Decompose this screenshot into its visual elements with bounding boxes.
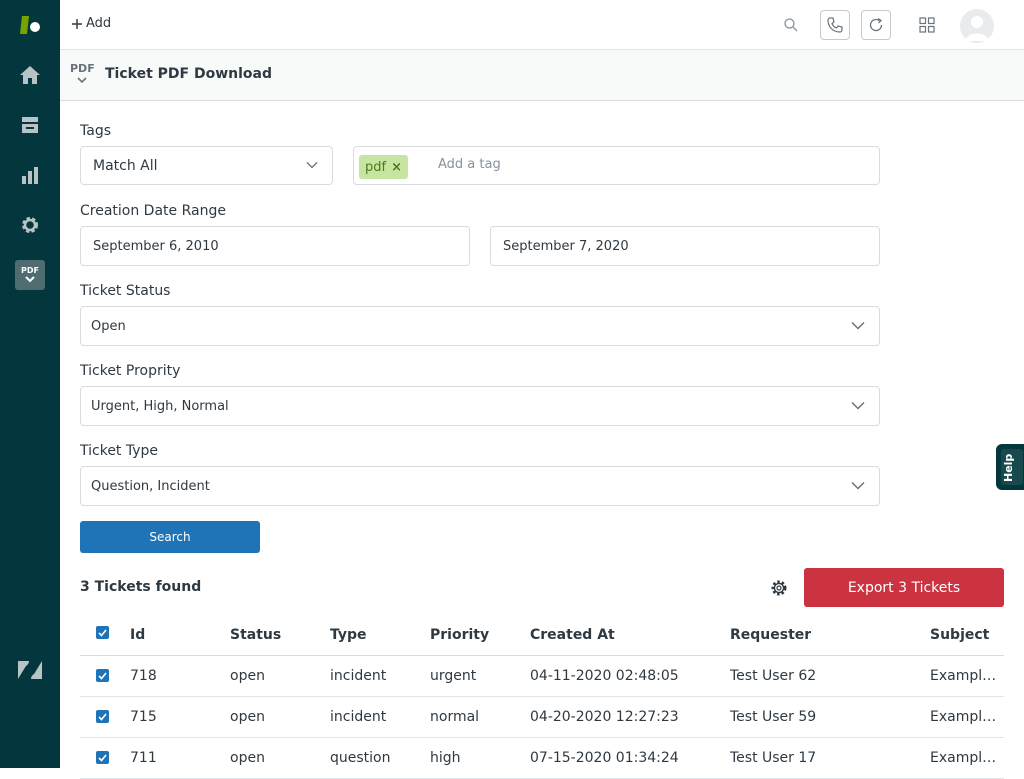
end-date-field[interactable]: September 7, 2020 xyxy=(490,226,880,266)
add-tag-input[interactable] xyxy=(438,157,738,172)
table-row[interactable]: 711 open question high 07-15-2020 01:34:… xyxy=(80,738,1004,779)
chevron-down-icon xyxy=(306,161,318,168)
column-header-status[interactable]: Status xyxy=(230,627,282,643)
row-checkbox[interactable] xyxy=(96,710,109,723)
cell-type: incident xyxy=(330,709,387,725)
phone-icon xyxy=(827,17,843,33)
cell-status: open xyxy=(230,668,265,684)
column-header-created-at[interactable]: Created At xyxy=(530,627,615,643)
refresh-icon xyxy=(869,17,883,32)
app-title: Ticket PDF Download xyxy=(105,66,272,82)
help-button[interactable]: Help xyxy=(996,444,1024,490)
reporting-icon[interactable] xyxy=(15,160,45,190)
cell-requester: Test User 62 xyxy=(730,668,817,684)
column-header-priority[interactable]: Priority xyxy=(430,627,490,643)
refresh-button[interactable] xyxy=(861,10,891,40)
product-tray-icon[interactable] xyxy=(919,17,935,37)
tag-pill: pdf × xyxy=(359,155,408,179)
column-header-subject[interactable]: Subject xyxy=(930,627,990,643)
status-label: Ticket Status xyxy=(80,283,171,299)
tag-pill-label: pdf xyxy=(365,159,387,175)
cell-created-at: 04-11-2020 02:48:05 xyxy=(530,668,679,684)
chevron-down-icon xyxy=(851,481,865,490)
tags-label: Tags xyxy=(80,123,111,139)
priority-label: Ticket Proprity xyxy=(80,363,181,379)
zendesk-logo-icon[interactable] xyxy=(15,655,45,685)
help-label: Help xyxy=(1002,453,1015,482)
priority-select[interactable]: Urgent, High, Normal xyxy=(80,386,880,426)
admin-gear-icon[interactable] xyxy=(15,210,45,240)
cell-type: question xyxy=(330,750,391,766)
cell-id: 715 xyxy=(130,709,157,725)
user-avatar[interactable] xyxy=(960,9,994,43)
add-button[interactable]: Add xyxy=(72,16,111,31)
table-row[interactable]: 715 open incident normal 04-20-2020 12:2… xyxy=(80,697,1004,738)
cell-created-at: 04-20-2020 12:27:23 xyxy=(530,709,679,725)
add-button-label: Add xyxy=(86,16,112,31)
app-logo-text: PDF xyxy=(70,62,95,75)
cell-subject: Exampl… xyxy=(930,750,997,766)
pdf-app-icon[interactable]: PDF xyxy=(15,260,45,290)
cell-id: 711 xyxy=(130,750,157,766)
app-header: PDF Ticket PDF Download xyxy=(60,50,1024,101)
type-label: Ticket Type xyxy=(80,443,159,459)
tickets-found-count: 3 Tickets found xyxy=(80,579,202,595)
column-header-id[interactable]: Id xyxy=(130,627,146,643)
end-date-value: September 7, 2020 xyxy=(503,238,629,254)
date-range-label: Creation Date Range xyxy=(80,203,226,219)
table-header-row: Id Status Type Priority Created At Reque… xyxy=(80,614,1004,656)
settings-gear-icon[interactable] xyxy=(769,578,789,598)
table-row[interactable]: 718 open incident urgent 04-11-2020 02:4… xyxy=(80,656,1004,697)
tag-remove-icon[interactable]: × xyxy=(391,159,402,175)
tags-field[interactable]: pdf × xyxy=(353,146,880,185)
pdf-download-icon: PDF xyxy=(70,62,95,84)
start-date-value: September 6, 2010 xyxy=(93,238,219,254)
zendesk-product-icon[interactable] xyxy=(15,10,45,40)
plus-icon xyxy=(72,18,82,29)
row-checkbox[interactable] xyxy=(96,669,109,682)
cell-requester: Test User 59 xyxy=(730,709,817,725)
cell-priority: urgent xyxy=(430,668,477,684)
tags-match-select[interactable]: Match All xyxy=(80,146,333,185)
cell-priority: high xyxy=(430,750,461,766)
status-value: Open xyxy=(91,318,126,334)
priority-value: Urgent, High, Normal xyxy=(91,398,229,414)
export-tickets-button[interactable]: Export 3 Tickets xyxy=(804,568,1004,607)
cell-subject: Exampl… xyxy=(930,668,997,684)
cell-status: open xyxy=(230,750,265,766)
tags-match-value: Match All xyxy=(93,157,158,174)
tickets-table: Id Status Type Priority Created At Reque… xyxy=(80,614,1004,779)
cell-type: incident xyxy=(330,668,387,684)
type-value: Question, Incident xyxy=(91,478,210,494)
chevron-down-icon xyxy=(851,321,865,330)
cell-requester: Test User 17 xyxy=(730,750,817,766)
select-all-checkbox[interactable] xyxy=(96,626,109,639)
search-button[interactable]: Search xyxy=(80,521,260,553)
svg-text:PDF: PDF xyxy=(21,266,39,275)
type-select[interactable]: Question, Incident xyxy=(80,466,880,506)
views-icon[interactable] xyxy=(15,110,45,140)
home-icon[interactable] xyxy=(15,60,45,90)
column-header-requester[interactable]: Requester xyxy=(730,627,812,643)
cell-priority: normal xyxy=(430,709,480,725)
cell-subject: Exampl… xyxy=(930,709,997,725)
column-header-type[interactable]: Type xyxy=(330,627,367,643)
top-bar: Add xyxy=(60,0,1024,50)
start-date-field[interactable]: September 6, 2010 xyxy=(80,226,470,266)
cell-id: 718 xyxy=(130,668,157,684)
chevron-down-icon xyxy=(851,401,865,410)
cell-created-at: 07-15-2020 01:34:24 xyxy=(530,750,679,766)
row-checkbox[interactable] xyxy=(96,751,109,764)
phone-button[interactable] xyxy=(820,10,850,40)
search-icon[interactable] xyxy=(784,17,798,36)
user-icon xyxy=(965,16,989,41)
nav-rail: PDF xyxy=(0,0,60,768)
status-select[interactable]: Open xyxy=(80,306,880,346)
help-button-inner xyxy=(1001,449,1023,485)
cell-status: open xyxy=(230,709,265,725)
